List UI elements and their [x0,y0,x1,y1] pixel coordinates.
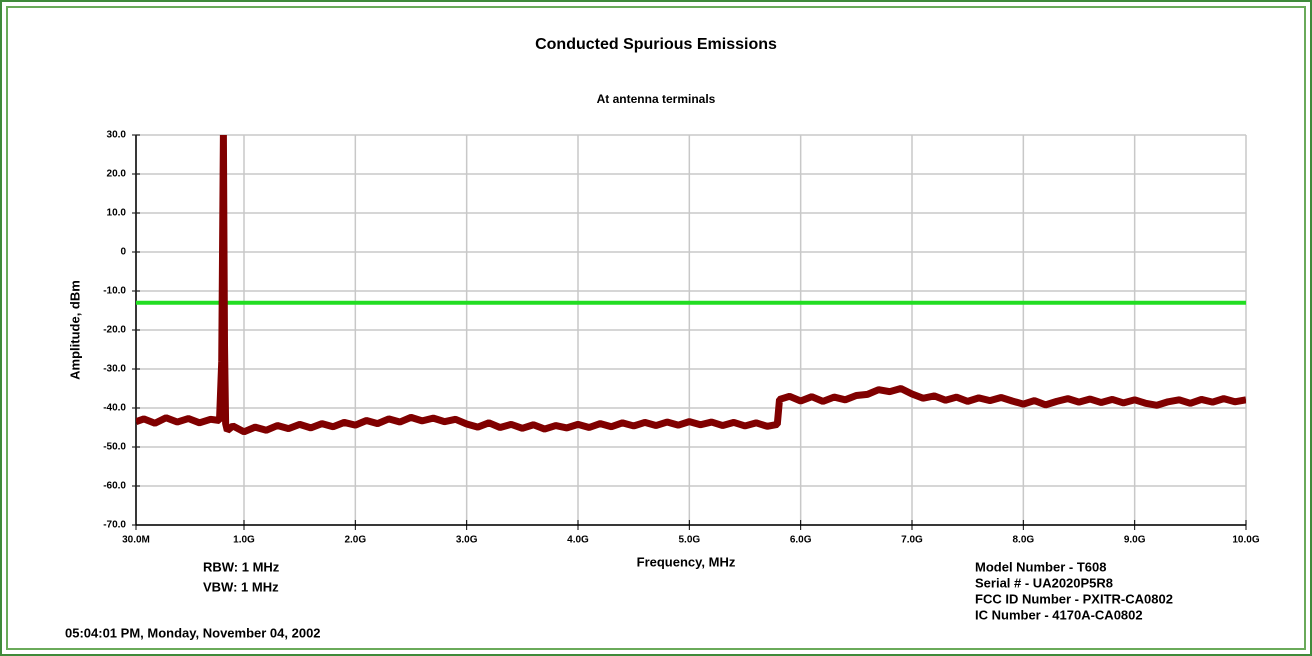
trace-line [136,134,1246,436]
y-tick-label: -10.0 [103,286,126,297]
chart-title: Conducted Spurious Emissions [535,36,777,53]
y-tick-label: 30.0 [107,130,127,141]
x-tick-label: 6.0G [790,535,812,546]
y-tick-label: -30.0 [103,364,126,375]
x-tick-label: 3.0G [456,535,478,546]
chart-subtitle: At antenna terminals [597,92,716,106]
y-tick-label: 0 [120,247,126,258]
y-tick-label: -40.0 [103,403,126,414]
note: RBW: 1 MHz [203,559,280,574]
y-tick-label: -50.0 [103,442,126,453]
device-info: FCC ID Number - PXITR-CA0802 [975,591,1173,606]
timestamp: 05:04:01 PM, Monday, November 04, 2002 [65,625,321,640]
inner-frame [6,6,1306,650]
device-info: Model Number - T608 [975,559,1106,574]
x-tick-label: 9.0G [1124,535,1146,546]
device-info: Serial # - UA2020P5R8 [975,575,1113,590]
y-axis-label: Amplitude, dBm [67,280,82,380]
x-tick-label: 2.0G [344,535,366,546]
y-tick-label: -60.0 [103,481,126,492]
x-tick-label: 4.0G [567,535,589,546]
x-tick-label: 7.0G [901,535,923,546]
y-tick-label: 10.0 [107,208,127,219]
x-tick-label: 1.0G [233,535,255,546]
y-tick-label: -20.0 [103,325,126,336]
device-info: IC Number - 4170A-CA0802 [975,607,1143,622]
x-tick-label: 10.0G [1232,535,1259,546]
x-axis-label: Frequency, MHz [637,554,736,569]
x-tick-label: 5.0G [678,535,700,546]
x-tick-label: 30.0M [122,535,150,546]
y-tick-label: 20.0 [107,169,127,180]
x-tick-label: 8.0G [1012,535,1034,546]
y-tick-label: -70.0 [103,520,126,531]
note: VBW: 1 MHz [203,579,279,594]
